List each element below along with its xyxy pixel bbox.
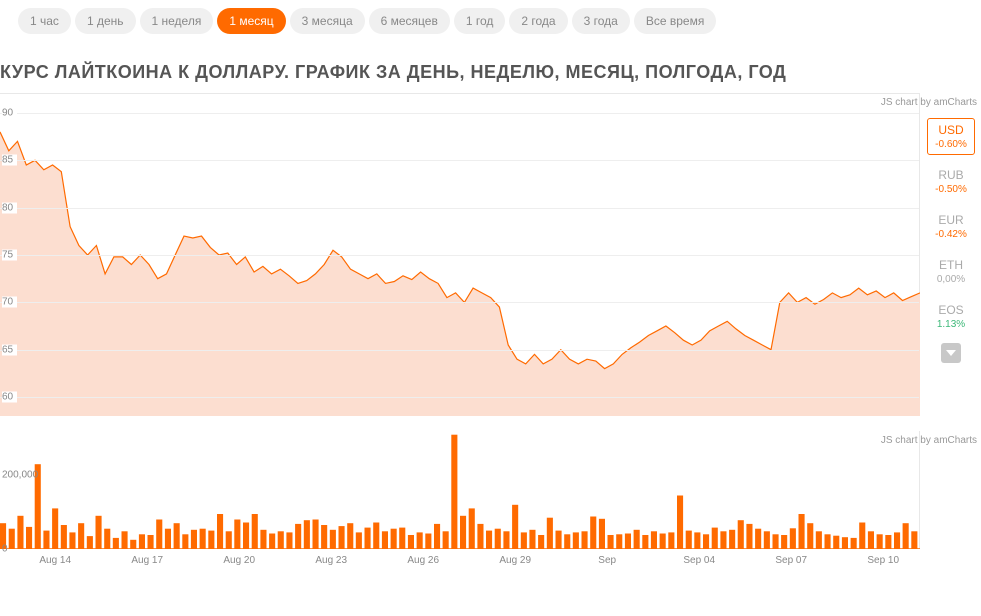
price-chart[interactable]: 60 65 70 75 80 85 90 [0, 93, 920, 415]
price-chart-container: JS chart by amCharts 60657075808590 [0, 93, 981, 415]
page-title: КУРС ЛАЙТКОИНА К ДОЛЛАРУ. ГРАФИК ЗА ДЕНЬ… [0, 42, 981, 89]
currency-rub[interactable]: RUB -0.50% [927, 163, 975, 200]
volume-chart-container: JS chart by amCharts 0200,000 Aug 14Aug … [0, 431, 981, 569]
currency-change: -0.42% [930, 229, 972, 240]
x-axis-label: Aug 20 [223, 555, 255, 566]
currency-eos[interactable]: EOS 1.13% [927, 298, 975, 335]
y-axis-label: 70 [2, 297, 17, 308]
time-range-button[interactable]: 6 месяцев [369, 8, 450, 34]
currency-change: -0.60% [930, 139, 972, 150]
time-range-button[interactable]: 1 год [454, 8, 506, 34]
time-range-button[interactable]: 1 неделя [140, 8, 214, 34]
time-range-button[interactable]: 3 года [572, 8, 630, 34]
currency-usd[interactable]: USD -0.60% [927, 118, 975, 155]
currency-change: -0.50% [930, 184, 972, 195]
currency-code: ETH [930, 258, 972, 272]
time-range-selector: 1 час1 день1 неделя1 месяц3 месяца6 меся… [0, 0, 981, 42]
currency-eur[interactable]: EUR -0.42% [927, 208, 975, 245]
time-range-button[interactable]: 1 месяц [217, 8, 285, 34]
scroll-down-button[interactable] [941, 343, 961, 363]
x-axis-label: Aug 17 [131, 555, 163, 566]
y-axis-label: 75 [2, 250, 17, 261]
x-axis-label: Sep 07 [775, 555, 807, 566]
x-axis: Aug 14 Aug 17 Aug 20 Aug 23 Aug 26 Aug 29 Sep S… [0, 549, 920, 569]
y-axis-label: 85 [2, 155, 17, 166]
y-axis-label: 80 [2, 202, 17, 213]
currency-change: 1.13% [930, 319, 972, 330]
x-axis-label: Sep 04 [683, 555, 715, 566]
y-axis-label: 60 [2, 392, 17, 403]
y-axis-label: 90 [2, 107, 17, 118]
x-axis-label: Aug 29 [499, 555, 531, 566]
currency-code: EOS [930, 303, 972, 317]
currency-sidebar: USD -0.60% RUB -0.50% EUR -0.42% ETH 0,00% EOS 1.… [927, 118, 975, 363]
x-axis-label: Sep 10 [867, 555, 899, 566]
x-axis-label: Sep [598, 555, 616, 566]
x-axis-label: Aug 23 [315, 555, 347, 566]
time-range-button[interactable]: 1 час [18, 8, 71, 34]
x-axis-label: Aug 14 [39, 555, 71, 566]
currency-code: USD [930, 123, 972, 137]
time-range-button[interactable]: 2 года [509, 8, 567, 34]
volume-chart[interactable]: 0200,000 [0, 431, 920, 549]
currency-code: EUR [930, 213, 972, 227]
time-range-button[interactable]: 3 месяца [290, 8, 365, 34]
x-axis-label: Aug 26 [407, 555, 439, 566]
y-axis-label: 200,000 [2, 470, 38, 481]
y-axis-label: 65 [2, 344, 17, 355]
currency-code: RUB [930, 168, 972, 182]
currency-change: 0,00% [930, 274, 972, 285]
time-range-button[interactable]: Все время [634, 8, 716, 34]
currency-eth[interactable]: ETH 0,00% [927, 253, 975, 290]
time-range-button[interactable]: 1 день [75, 8, 136, 34]
